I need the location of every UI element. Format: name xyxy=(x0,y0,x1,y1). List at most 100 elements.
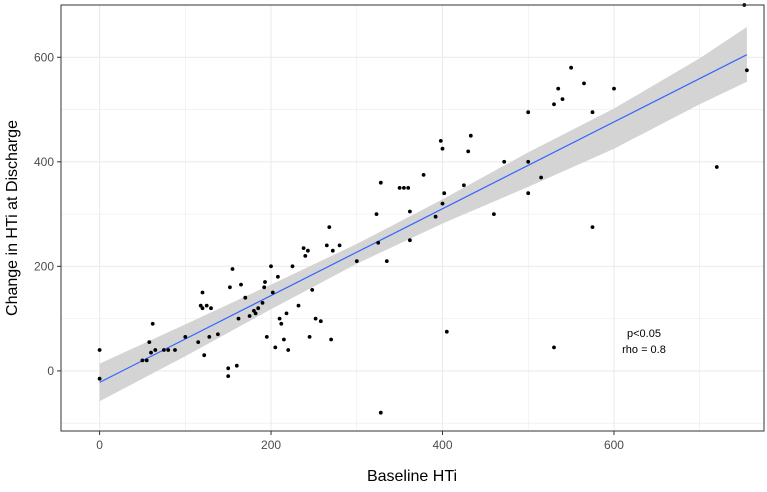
data-point xyxy=(97,348,102,352)
data-point xyxy=(552,102,556,107)
y-tick-label: 400 xyxy=(34,155,54,169)
data-point xyxy=(440,146,445,151)
data-point xyxy=(433,214,438,219)
data-point xyxy=(239,282,243,287)
data-point xyxy=(492,212,496,217)
data-point xyxy=(277,316,282,321)
data-point xyxy=(468,133,473,138)
data-point xyxy=(209,306,213,311)
data-point xyxy=(329,337,333,342)
data-point xyxy=(378,180,383,185)
data-point xyxy=(97,376,102,381)
data-point xyxy=(421,173,426,177)
annotation-pvalue: p<0.05 xyxy=(627,328,661,340)
data-point xyxy=(438,139,443,143)
data-point xyxy=(569,65,573,70)
data-point xyxy=(150,321,155,326)
data-point xyxy=(173,348,177,352)
data-point xyxy=(202,353,207,358)
data-point xyxy=(462,183,466,188)
x-axis-title: Baseline HTi xyxy=(367,468,457,485)
data-point xyxy=(556,86,561,91)
data-point xyxy=(406,186,411,190)
data-point xyxy=(234,363,239,368)
data-point xyxy=(397,186,402,190)
data-point xyxy=(140,358,145,363)
panel-border xyxy=(60,4,765,432)
data-point xyxy=(243,295,248,300)
data-point xyxy=(290,264,295,269)
data-point xyxy=(183,335,188,339)
data-point xyxy=(582,81,586,86)
data-point xyxy=(282,337,286,342)
data-point xyxy=(324,243,329,248)
data-point xyxy=(303,254,308,258)
x-tick-label: 400 xyxy=(432,438,452,452)
y-tick-label: 200 xyxy=(34,259,54,273)
data-point xyxy=(279,321,284,326)
data-point xyxy=(204,303,209,308)
data-point xyxy=(552,345,556,350)
data-point xyxy=(310,288,315,292)
data-point xyxy=(408,238,412,243)
data-point xyxy=(144,358,149,363)
data-point xyxy=(714,165,719,169)
data-point xyxy=(444,329,449,334)
data-point xyxy=(376,240,381,245)
data-point xyxy=(327,225,332,230)
data-point xyxy=(270,290,275,295)
regression-line xyxy=(99,54,748,383)
data-point xyxy=(384,259,389,263)
data-point xyxy=(269,264,273,269)
data-point xyxy=(408,209,412,214)
data-point xyxy=(260,301,265,305)
data-point xyxy=(253,311,258,316)
confidence-band xyxy=(99,27,747,402)
data-point xyxy=(374,212,379,217)
data-point xyxy=(162,348,166,352)
data-point xyxy=(296,303,301,308)
confidence-band-group xyxy=(99,27,747,402)
data-point xyxy=(149,350,153,355)
fit-line-group xyxy=(99,54,748,383)
data-point xyxy=(247,314,252,318)
data-point xyxy=(402,186,406,190)
data-point xyxy=(196,340,201,344)
data-point xyxy=(612,86,616,91)
data-point xyxy=(263,280,267,284)
data-point xyxy=(153,348,158,352)
data-point xyxy=(264,335,269,339)
data-point xyxy=(307,335,312,339)
y-tick-label: 0 xyxy=(47,364,54,378)
data-point xyxy=(207,335,212,339)
data-point xyxy=(216,332,220,337)
data-point xyxy=(228,285,232,290)
data-point xyxy=(276,274,280,279)
data-point xyxy=(526,159,531,164)
data-point xyxy=(590,225,595,230)
data-point xyxy=(590,110,595,115)
data-point xyxy=(526,191,531,196)
data-point xyxy=(539,175,543,180)
data-point xyxy=(502,159,507,164)
data-point xyxy=(286,348,291,352)
data-point xyxy=(442,191,447,196)
data-point xyxy=(273,345,278,350)
data-point xyxy=(378,410,383,415)
data-point xyxy=(166,348,171,352)
data-points xyxy=(97,3,749,415)
data-point xyxy=(318,319,323,324)
data-point xyxy=(236,316,241,321)
data-point xyxy=(226,374,231,378)
data-point xyxy=(256,306,261,311)
data-point xyxy=(306,248,310,253)
data-point xyxy=(337,243,342,248)
data-point xyxy=(313,316,318,321)
x-tick-label: 0 xyxy=(96,438,103,452)
data-point xyxy=(284,311,289,316)
x-tick-label: 600 xyxy=(604,438,624,452)
annotation-rho: rho = 0.8 xyxy=(622,344,666,356)
y-tick-label: 600 xyxy=(34,50,54,64)
